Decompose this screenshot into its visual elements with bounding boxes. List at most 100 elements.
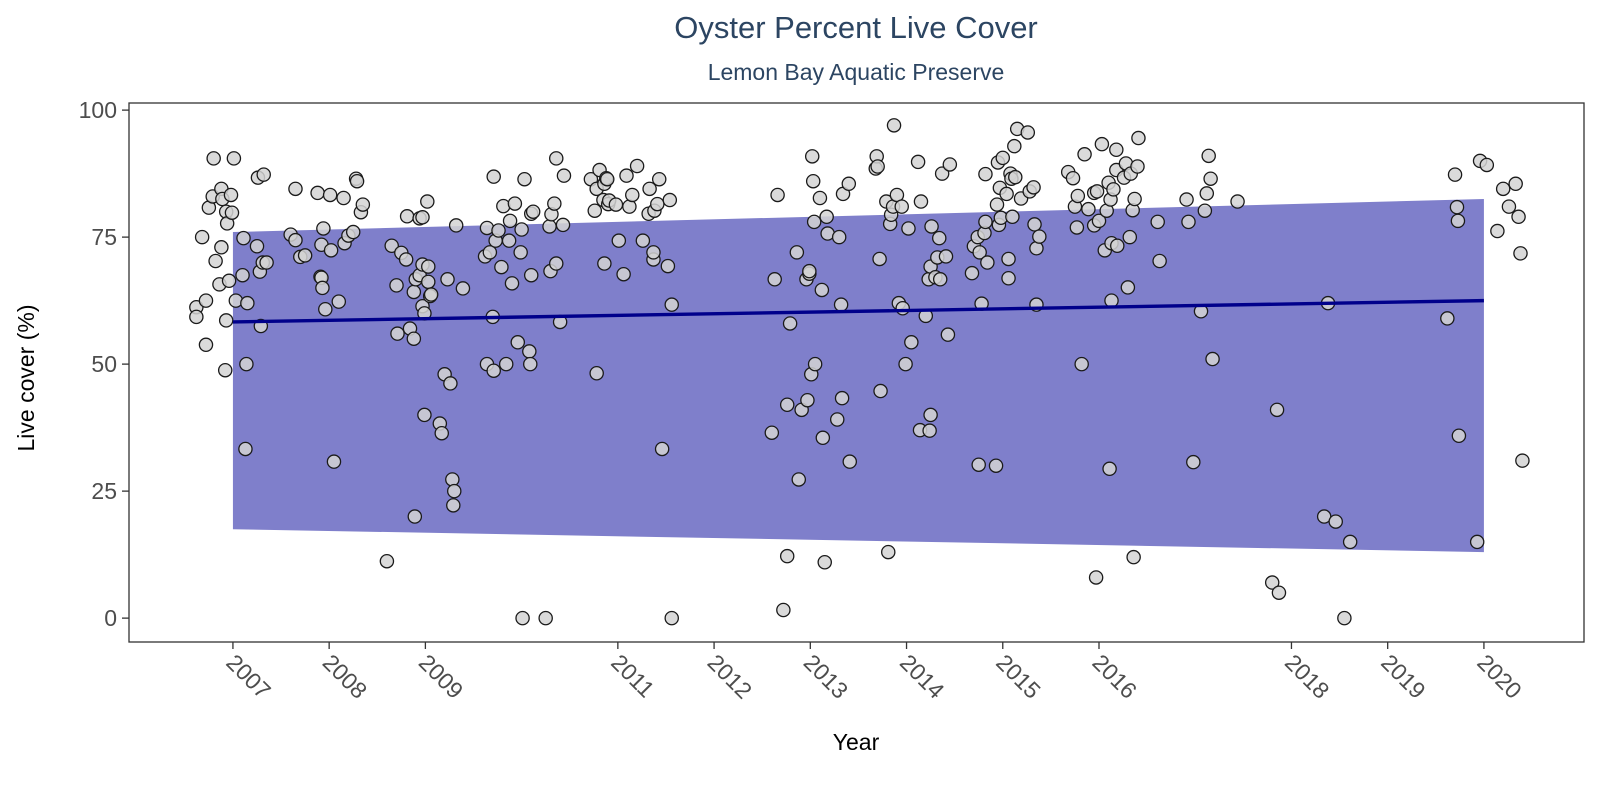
data-point xyxy=(1127,191,1142,207)
data-point xyxy=(538,610,553,626)
data-point xyxy=(1201,148,1216,164)
data-point xyxy=(1508,176,1523,192)
data-point xyxy=(1328,514,1343,529)
data-point xyxy=(1152,253,1167,269)
data-point xyxy=(802,263,817,279)
data-point xyxy=(779,397,795,413)
data-point xyxy=(288,181,303,197)
data-point xyxy=(664,610,679,626)
data-point xyxy=(815,430,831,446)
data-point xyxy=(814,282,830,298)
data-point xyxy=(318,301,333,317)
data-point xyxy=(660,258,676,274)
data-point xyxy=(964,265,980,281)
data-point xyxy=(934,166,950,181)
data-point xyxy=(288,232,303,248)
data-point xyxy=(831,229,847,245)
data-point xyxy=(517,171,532,187)
data-point xyxy=(504,276,520,291)
data-point xyxy=(249,239,265,254)
data-point xyxy=(1027,217,1042,232)
data-point xyxy=(326,454,342,469)
data-point xyxy=(1001,251,1016,267)
data-point xyxy=(189,309,204,325)
data-point xyxy=(224,205,240,220)
data-point xyxy=(635,233,651,248)
data-point xyxy=(1495,181,1511,197)
data-point xyxy=(1513,246,1528,261)
data-point xyxy=(406,284,422,300)
data-point xyxy=(662,192,678,208)
data-point xyxy=(894,199,909,214)
data-point xyxy=(226,151,242,166)
y-tick-label: 100 xyxy=(79,97,117,123)
x-tick-label: 2013 xyxy=(799,649,854,704)
data-point xyxy=(523,356,538,372)
data-point xyxy=(1269,402,1285,418)
data-point xyxy=(510,335,526,350)
data-point xyxy=(494,259,509,275)
x-tick-label: 2008 xyxy=(318,649,373,704)
data-point xyxy=(1469,534,1485,550)
data-point xyxy=(898,356,913,372)
data-point xyxy=(1447,167,1463,182)
data-point xyxy=(1449,199,1465,215)
data-point xyxy=(886,118,902,133)
data-point xyxy=(622,199,637,214)
data-point xyxy=(1181,214,1196,230)
data-point xyxy=(910,154,926,170)
data-point xyxy=(872,251,887,267)
plot-panel-border xyxy=(128,102,1585,643)
data-point xyxy=(223,187,239,203)
data-point xyxy=(904,335,919,350)
data-point xyxy=(629,158,645,174)
data-point xyxy=(423,287,439,302)
data-point xyxy=(651,171,667,187)
data-point xyxy=(390,326,405,341)
data-point xyxy=(355,197,371,212)
data-point xyxy=(988,458,1004,473)
data-point xyxy=(240,295,255,311)
data-point xyxy=(1026,180,1041,195)
data-point xyxy=(1065,170,1081,186)
data-point xyxy=(779,548,795,564)
data-point xyxy=(1490,223,1505,239)
x-axis: 2007 2008 2009 2011 2012 2013 2014 2015 2016 2018… xyxy=(221,642,1527,704)
data-point xyxy=(1110,238,1125,253)
data-point xyxy=(323,243,339,258)
data-point xyxy=(1109,142,1124,157)
data-point xyxy=(345,224,361,240)
x-tick-label: 2016 xyxy=(1087,649,1142,704)
data-point xyxy=(525,204,541,219)
data-point xyxy=(895,300,910,316)
data-point xyxy=(642,181,657,197)
data-point xyxy=(384,238,399,253)
chart-title: Oyster Percent Live Cover xyxy=(674,10,1038,45)
data-point xyxy=(923,407,938,423)
data-point xyxy=(407,509,423,524)
data-point xyxy=(1179,192,1194,207)
data-point xyxy=(587,203,603,218)
data-point xyxy=(978,166,993,182)
x-tick-label: 2020 xyxy=(1472,649,1527,704)
data-point xyxy=(221,273,237,289)
data-point xyxy=(654,441,670,457)
data-point xyxy=(616,266,631,282)
data-point xyxy=(315,280,330,296)
x-tick-label: 2014 xyxy=(895,649,950,704)
confidence-ribbon xyxy=(232,199,1484,553)
data-point xyxy=(972,245,987,260)
data-point xyxy=(971,457,986,472)
data-point xyxy=(1150,214,1165,230)
data-point xyxy=(1203,171,1218,186)
data-point xyxy=(1342,534,1358,550)
x-tick-label: 2007 xyxy=(221,649,276,704)
data-point xyxy=(1120,280,1136,295)
data-point xyxy=(1337,610,1352,626)
data-point xyxy=(764,425,780,440)
data-point xyxy=(236,230,251,246)
data-point xyxy=(924,219,939,234)
data-point xyxy=(235,267,250,283)
data-point xyxy=(980,255,995,270)
